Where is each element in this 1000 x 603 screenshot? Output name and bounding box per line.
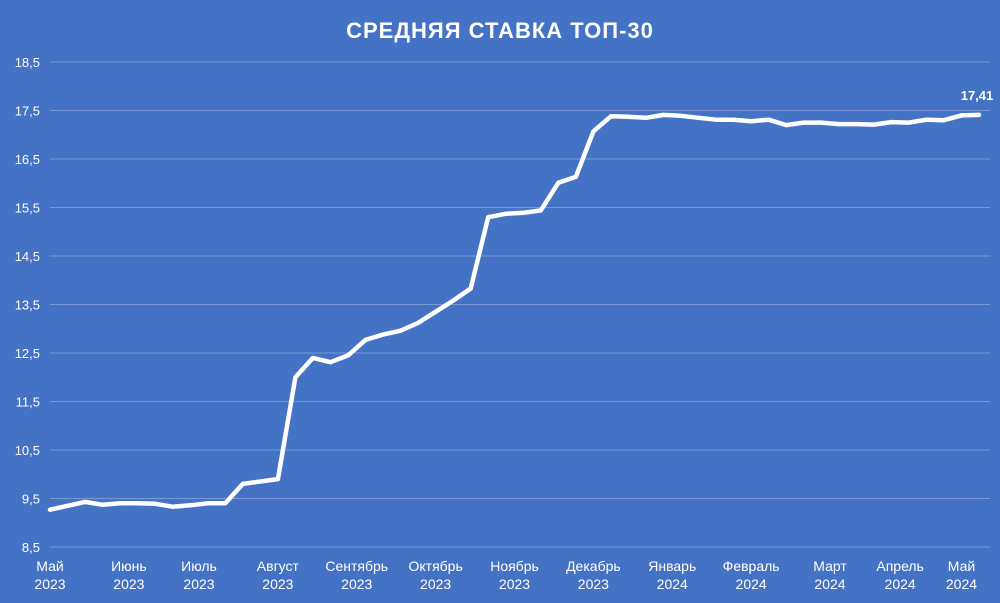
x-tick-label: Август	[257, 558, 300, 574]
x-tick-label: Ноябрь	[490, 558, 539, 574]
x-tick-label: Май	[36, 558, 63, 574]
x-tick-label: Июнь	[111, 558, 147, 574]
x-tick-label: 2024	[814, 576, 845, 592]
y-tick-label: 13,5	[15, 298, 40, 313]
x-tick-label: Май	[948, 558, 975, 574]
x-tick-label: 2023	[499, 576, 530, 592]
y-tick-label: 17,5	[15, 104, 40, 119]
x-tick-label: Сентябрь	[325, 558, 388, 574]
x-tick-label: 2024	[736, 576, 767, 592]
x-tick-label: 2024	[885, 576, 916, 592]
x-tick-label: 2023	[183, 576, 214, 592]
data-label: 17,41	[961, 88, 994, 103]
chart-title: СРЕДНЯЯ СТАВКА ТОП-30	[346, 18, 654, 43]
y-tick-label: 8,5	[22, 540, 40, 555]
x-tick-label: Март	[813, 558, 847, 574]
x-tick-label: Февраль	[723, 558, 780, 574]
x-tick-label: 2023	[578, 576, 609, 592]
y-tick-label: 11,5	[16, 395, 40, 410]
x-tick-label: Январь	[648, 558, 696, 574]
x-tick-label: 2023	[341, 576, 372, 592]
x-tick-label: 2024	[946, 576, 977, 592]
x-tick-label: 2024	[657, 576, 688, 592]
y-tick-label: 12,5	[15, 346, 40, 361]
y-tick-label: 10,5	[15, 443, 40, 458]
x-tick-label: Декабрь	[566, 558, 621, 574]
x-tick-label: 2023	[262, 576, 293, 592]
x-tick-label: Апрель	[876, 558, 924, 574]
y-tick-label: 18,5	[15, 55, 40, 70]
y-tick-label: 9,5	[22, 492, 40, 507]
y-tick-label: 15,5	[15, 201, 40, 216]
x-tick-label: 2023	[34, 576, 65, 592]
y-tick-label: 16,5	[15, 152, 40, 167]
series-line	[47, 112, 982, 512]
x-tick-label: 2023	[420, 576, 451, 592]
x-tick-label: Июль	[181, 558, 217, 574]
x-tick-label: Октябрь	[408, 558, 462, 574]
y-tick-label: 14,5	[15, 249, 40, 264]
x-tick-label: 2023	[113, 576, 144, 592]
